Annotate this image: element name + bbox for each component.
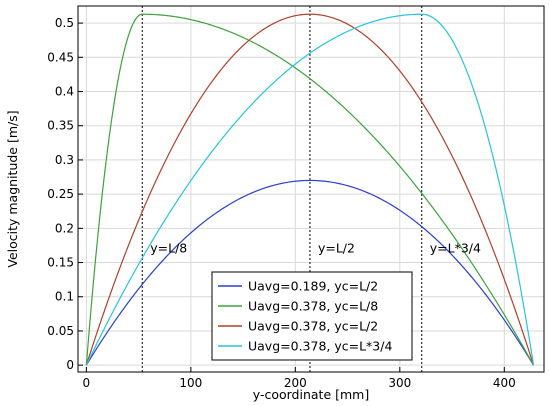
y-tick-label: 0 xyxy=(66,358,74,372)
y-tick-label: 0.05 xyxy=(47,324,74,338)
series-line xyxy=(85,13,535,366)
series-line xyxy=(85,179,535,366)
x-tick-label: 400 xyxy=(493,376,516,390)
y-tick-label: 0.45 xyxy=(47,50,74,64)
y-tick-label: 0.1 xyxy=(55,290,74,304)
x-tick-label: 100 xyxy=(179,376,202,390)
annotation-label: y=L/2 xyxy=(318,240,355,255)
y-axis-title: Velocity magnitude [m/s] xyxy=(5,110,20,267)
series-line xyxy=(85,13,535,366)
y-tick-label: 0.4 xyxy=(55,85,74,99)
plot-frame xyxy=(77,5,545,373)
annotations: y=L/8 y=L/2 y=L*3/4 xyxy=(150,240,481,255)
legend: Uavg=0.189, yc=L/2 Uavg=0.378, yc=L/8 Uavg… xyxy=(211,271,413,361)
y-tick-label: 0.25 xyxy=(47,187,74,201)
axis-ticks: 0 100 200 300 400 0 0.05 0.1 0.15 0.2 0.25 0.3 0.35 0… xyxy=(47,16,515,390)
y-tick-label: 0.15 xyxy=(47,256,74,270)
series-line xyxy=(85,13,535,366)
y-tick-label: 0.3 xyxy=(55,153,74,167)
y-tick-label: 0.5 xyxy=(55,16,74,30)
legend-entry: Uavg=0.378, yc=L/2 xyxy=(248,319,378,334)
x-tick-label: 300 xyxy=(388,376,411,390)
legend-box xyxy=(211,271,413,361)
legend-entry: Uavg=0.378, yc=L/8 xyxy=(248,299,378,314)
x-axis-title: y-coordinate [mm] xyxy=(253,387,369,402)
series-lines xyxy=(85,13,535,366)
legend-entry: Uavg=0.189, yc=L/2 xyxy=(248,279,378,294)
annotation-label: y=L*3/4 xyxy=(430,240,481,255)
x-tick-label: 0 xyxy=(83,376,91,390)
y-tick-label: 0.35 xyxy=(47,119,74,133)
legend-entry: Uavg=0.378, yc=L*3/4 xyxy=(248,339,392,354)
y-tick-label: 0.2 xyxy=(55,221,74,235)
grid-lines xyxy=(78,6,544,372)
annotation-label: y=L/8 xyxy=(150,240,187,255)
x-tick-label: 200 xyxy=(284,376,307,390)
